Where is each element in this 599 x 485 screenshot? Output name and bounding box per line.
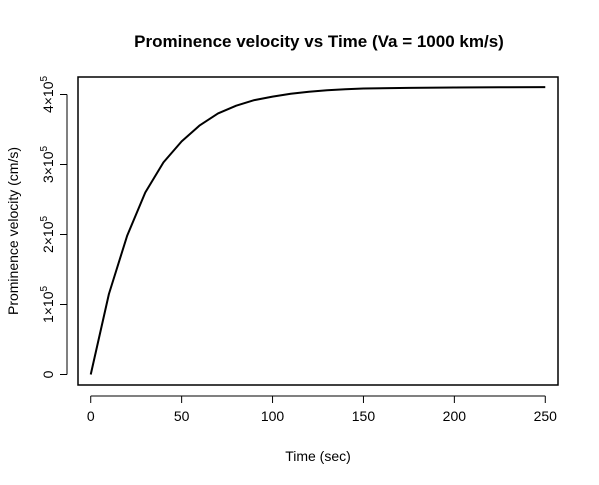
- y-tick-label: 0: [40, 370, 56, 378]
- chart-title: Prominence velocity vs Time (Va = 1000 k…: [134, 32, 504, 51]
- x-tick-label: 200: [443, 408, 467, 424]
- x-tick-label: 50: [174, 408, 190, 424]
- y-tick-label: 2×105: [39, 216, 56, 254]
- x-axis-label: Time (sec): [285, 448, 351, 464]
- x-tick-label: 0: [87, 408, 95, 424]
- plot-frame: [77, 76, 559, 386]
- x-axis: 0 50 100 150 200 250: [87, 395, 558, 424]
- y-axis: 0 1×105 2×105 3×105 4×105: [39, 76, 68, 378]
- series-line-0: [89, 86, 546, 375]
- y-tick-label: 4×105: [39, 76, 56, 114]
- x-tick-label: 250: [534, 408, 558, 424]
- x-tick-label: 100: [261, 408, 285, 424]
- y-tick-label: 1×105: [39, 286, 56, 324]
- y-tick-label: 3×105: [39, 146, 56, 184]
- x-tick-label: 150: [352, 408, 376, 424]
- series-layer: [89, 86, 546, 375]
- y-axis-label: Prominence velocity (cm/s): [5, 147, 21, 315]
